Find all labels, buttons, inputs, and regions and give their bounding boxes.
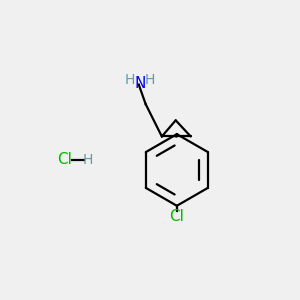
Text: Cl: Cl — [57, 152, 72, 167]
Text: H: H — [125, 74, 135, 87]
Text: Cl: Cl — [169, 209, 184, 224]
Text: H: H — [145, 74, 155, 87]
Text: H: H — [83, 153, 93, 166]
Text: N: N — [134, 76, 146, 91]
